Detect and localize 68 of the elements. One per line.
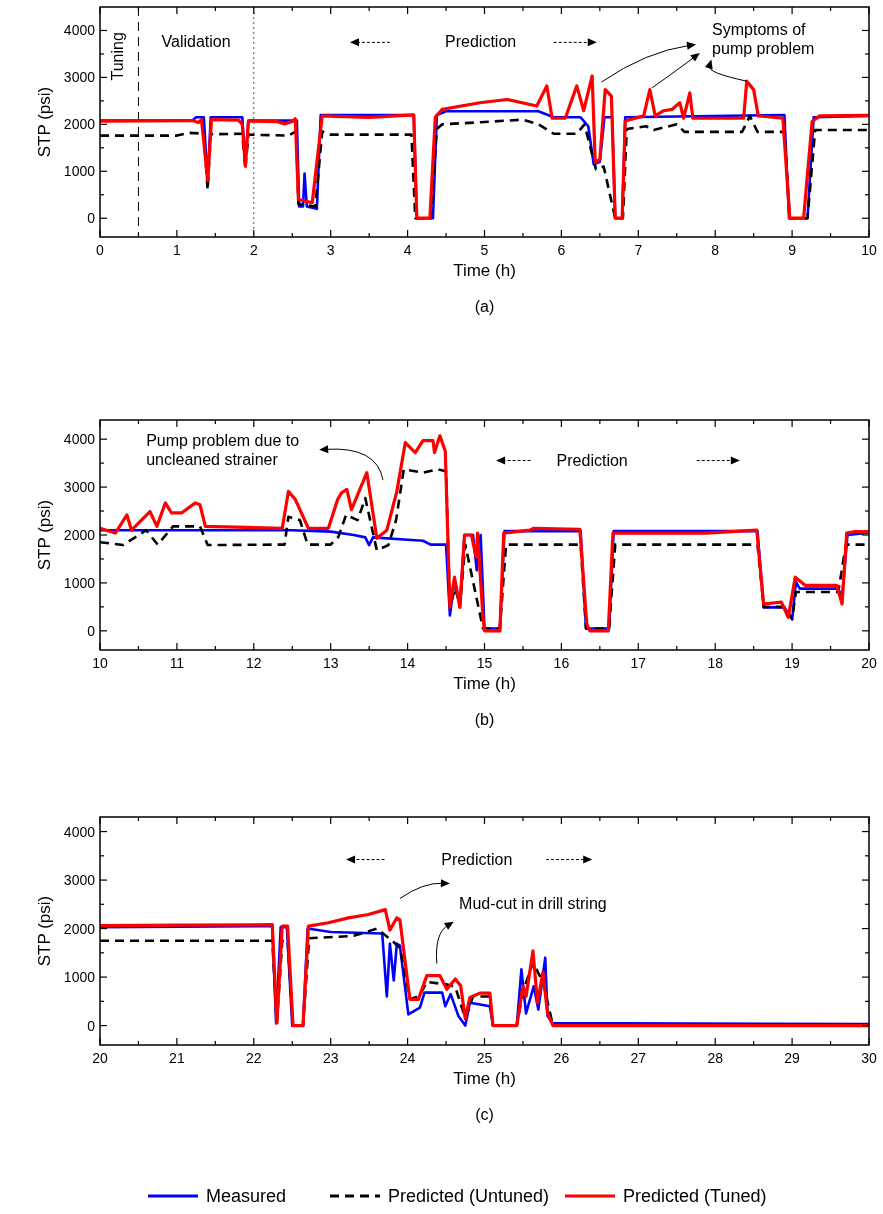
annotation: Symptoms of pump problem [712,21,815,58]
x-tick-label: 2 [249,242,258,258]
x-tick-label: 20 [92,1050,108,1066]
y-tick-label: 0 [87,622,96,639]
legend-label: Predicted (Untuned) [388,1186,550,1206]
x-tick-label: 6 [557,242,566,258]
x-tick-label: 14 [399,655,416,671]
y-tick-label: 0 [87,1017,96,1034]
x-axis-title: Time (h) [453,1069,516,1088]
y-tick-label: 1000 [63,969,96,986]
y-axis-title: STP (psi) [35,86,54,158]
annotation: Tuning [109,32,127,81]
x-tick-label: 23 [322,1050,339,1066]
x-tick-label: 30 [861,1050,877,1066]
x-tick-label: 22 [246,1050,262,1066]
y-tick-label: 3000 [63,872,96,889]
annotation: Prediction [441,850,513,868]
x-axis-title: Time (h) [453,261,516,280]
y-tick-label: 1000 [63,574,96,591]
x-tick-label: 8 [711,242,720,258]
x-tick-label: 1 [173,242,181,258]
x-tick-label: 17 [630,655,647,671]
x-tick-label: 28 [707,1050,724,1066]
x-tick-label: 21 [169,1050,185,1066]
x-tick-label: 3 [326,242,335,258]
annotation: Prediction [445,33,517,51]
x-tick-label: 15 [476,655,493,671]
x-tick-label: 12 [246,655,262,671]
x-tick-label: 9 [788,242,797,258]
y-tick-label: 2000 [63,920,96,937]
y-tick-label: 2000 [63,116,96,133]
legend-label: Predicted (Tuned) [623,1186,767,1206]
y-axis-title: STP (psi) [35,895,54,967]
x-tick-label: 10 [861,242,877,258]
x-tick-label: 27 [630,1050,647,1066]
y-tick-label: 1000 [63,163,96,180]
annotation: Validation [161,33,231,51]
x-tick-label: 29 [784,1050,801,1066]
y-tick-label: 2000 [63,527,96,543]
x-tick-label: 20 [861,655,877,671]
x-tick-label: 18 [707,655,724,671]
x-axis-title: Time (h) [453,674,516,693]
x-tick-label: 26 [553,1050,570,1066]
annotation: Mud-cut in drill string [459,895,607,913]
x-tick-label: 19 [784,655,801,671]
x-tick-label: 24 [399,1050,416,1066]
y-tick-label: 4000 [63,431,96,448]
annotation: Prediction [556,451,628,469]
text: (c) [475,1106,494,1123]
y-tick-label: 3000 [63,479,96,496]
legend-label: Measured [206,1186,287,1206]
y-axis-title: STP (psi) [35,499,54,571]
x-tick-label: 4 [403,242,412,258]
y-tick-label: 4000 [63,22,96,39]
x-tick-label: 5 [480,242,489,258]
x-tick-label: 11 [169,655,185,671]
x-tick-label: 7 [634,242,643,258]
text: (b) [474,711,495,728]
y-tick-label: 3000 [63,69,96,86]
x-tick-label: 10 [92,655,108,671]
x-tick-label: 16 [553,655,570,671]
y-tick-label: 0 [87,210,96,227]
annotation: Pump problem due to uncleaned strainer [146,432,300,469]
line-series [100,434,869,633]
x-tick-label: 25 [476,1050,493,1066]
x-tick-label: 13 [322,655,339,671]
y-tick-label: 4000 [63,823,96,840]
text: (a) [474,298,495,315]
